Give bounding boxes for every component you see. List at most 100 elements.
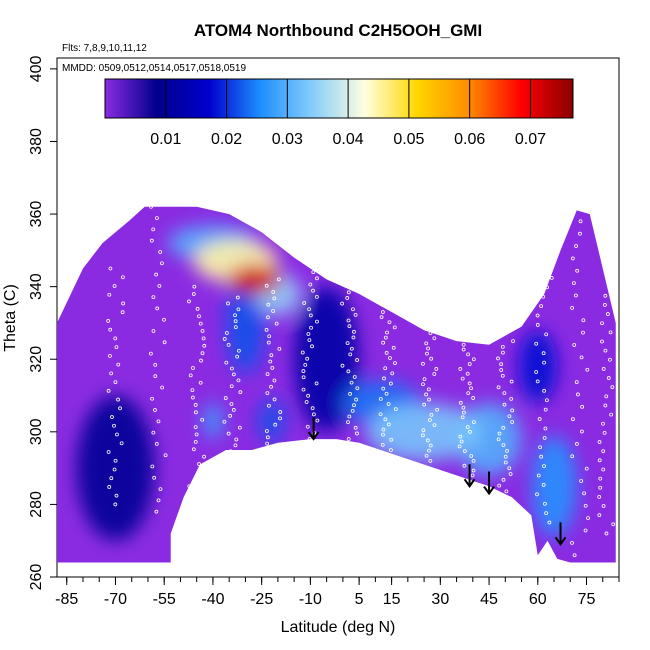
track-point <box>309 325 313 330</box>
track-point <box>231 372 236 377</box>
track-point <box>573 293 578 298</box>
track-point <box>308 282 313 287</box>
track-point <box>113 458 118 463</box>
track-point <box>228 413 233 418</box>
track-point <box>584 466 589 471</box>
track-point <box>572 343 577 347</box>
track-point <box>571 281 576 286</box>
y-tick-label: 300 <box>28 418 45 445</box>
track-point <box>340 363 345 368</box>
track-point <box>267 448 272 452</box>
track-point <box>310 344 314 349</box>
track-point <box>501 477 506 482</box>
track-point <box>574 244 578 248</box>
track-point <box>278 410 283 414</box>
track-point <box>277 346 282 351</box>
y-tick-label: 360 <box>28 201 45 228</box>
track-point <box>386 402 391 406</box>
track-point <box>106 388 111 393</box>
track-point <box>193 403 198 407</box>
y-axis-label: Theta (C) <box>2 284 19 352</box>
track-point <box>534 370 539 374</box>
track-point <box>496 385 501 390</box>
track-point <box>509 379 514 384</box>
track-point <box>580 404 585 409</box>
track-point <box>465 425 470 429</box>
track-point <box>236 307 241 312</box>
track-point <box>570 305 575 310</box>
track-point <box>579 429 584 434</box>
track-point <box>355 358 359 362</box>
track-point <box>119 441 124 446</box>
track-point <box>575 442 579 446</box>
track-point <box>432 423 437 428</box>
track-point <box>265 391 270 396</box>
colorbar-tick-label: 0.07 <box>515 131 546 148</box>
track-point <box>314 294 319 299</box>
track-point <box>539 454 544 459</box>
track-point <box>426 346 430 351</box>
arrow-markers <box>307 417 567 547</box>
field-hotspot <box>518 330 558 403</box>
track-point <box>378 412 383 417</box>
colorbar-tick-label: 0.03 <box>272 131 303 148</box>
track-point <box>272 296 277 301</box>
track-point <box>508 472 513 476</box>
x-axis: -85 -70 -55 -40 -25 -10 5 15 30 45 60 75 <box>55 577 620 608</box>
track-point <box>224 360 229 365</box>
x-tick-label: -85 <box>55 591 78 608</box>
track-point <box>462 449 467 454</box>
track-point <box>273 422 278 427</box>
track-point <box>381 427 386 432</box>
track-point <box>236 378 241 383</box>
track-point <box>158 487 163 491</box>
track-point <box>307 338 312 343</box>
track-point <box>424 326 429 330</box>
track-point <box>503 460 508 465</box>
track-point <box>223 396 228 400</box>
track-point <box>156 419 161 424</box>
track-point <box>112 423 116 428</box>
track-point <box>108 353 112 358</box>
track-point <box>355 431 359 436</box>
track-point <box>606 376 611 380</box>
track-point <box>510 408 515 413</box>
track-point <box>575 268 580 273</box>
track-point <box>233 443 238 448</box>
track-point <box>535 323 540 327</box>
track-point <box>384 391 389 396</box>
colorbar-tick-label: 0.04 <box>333 131 364 148</box>
track-point <box>460 415 465 420</box>
track-point <box>542 388 547 393</box>
track-point <box>471 357 476 362</box>
track-point <box>601 467 606 472</box>
track-point <box>536 473 541 478</box>
track-point <box>151 227 156 232</box>
track-point <box>380 310 385 314</box>
track-point <box>148 351 153 356</box>
track-point <box>346 290 351 295</box>
track-point <box>571 417 575 422</box>
track-point <box>541 351 546 356</box>
track-point <box>193 425 198 430</box>
track-point <box>510 420 515 424</box>
track-point <box>353 425 358 430</box>
field-hotspot <box>203 402 223 440</box>
track-point <box>191 447 196 452</box>
track-point <box>197 462 201 466</box>
track-point <box>597 513 602 518</box>
track-point <box>226 342 231 347</box>
track-point <box>110 415 114 419</box>
track-point <box>120 275 125 280</box>
track-point <box>466 352 470 357</box>
track-point <box>470 473 475 478</box>
track-point <box>113 380 118 384</box>
track-point <box>581 318 586 323</box>
track-point <box>340 301 344 306</box>
track-point <box>222 419 227 424</box>
track-point <box>150 464 155 469</box>
track-point <box>509 396 514 401</box>
track-point <box>610 284 614 289</box>
track-point <box>200 351 205 356</box>
